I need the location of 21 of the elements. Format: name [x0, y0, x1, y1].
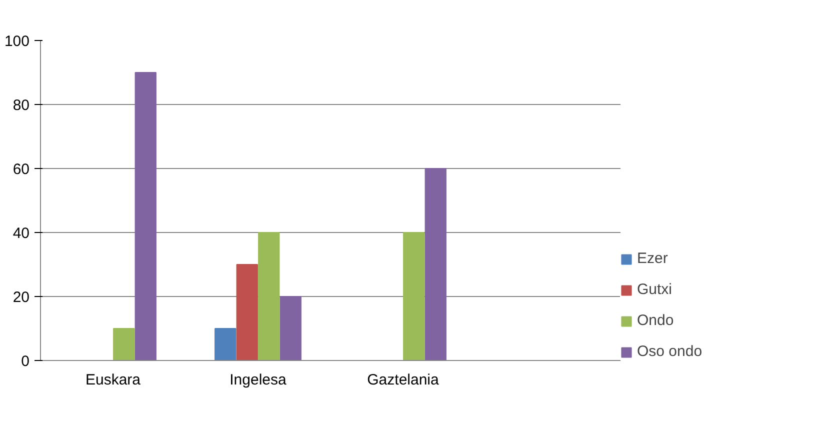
legend-label: Oso ondo: [637, 343, 702, 360]
y-tick-label: 100: [4, 33, 30, 50]
y-tick-label: 40: [12, 225, 30, 242]
bar: [258, 232, 280, 360]
bar: [236, 264, 258, 360]
y-tick-label: 60: [12, 161, 30, 178]
bar: [424, 168, 446, 360]
bar: [280, 296, 302, 360]
bar: [134, 72, 156, 360]
bar: [113, 328, 135, 360]
bar: [403, 232, 425, 360]
legend-label: Gutxi: [637, 281, 672, 298]
y-tick-label: 0: [21, 353, 30, 370]
legend-label: Ondo: [637, 312, 674, 329]
x-tick-label: Euskara: [85, 372, 142, 388]
y-tick-label: 80: [12, 97, 30, 114]
bar: [214, 328, 236, 360]
x-tick-label: Ingelesa: [230, 372, 288, 388]
x-tick-label: Gaztelania: [367, 372, 440, 388]
legend-label: Ezer: [637, 250, 668, 267]
y-tick-label: 20: [12, 289, 30, 306]
